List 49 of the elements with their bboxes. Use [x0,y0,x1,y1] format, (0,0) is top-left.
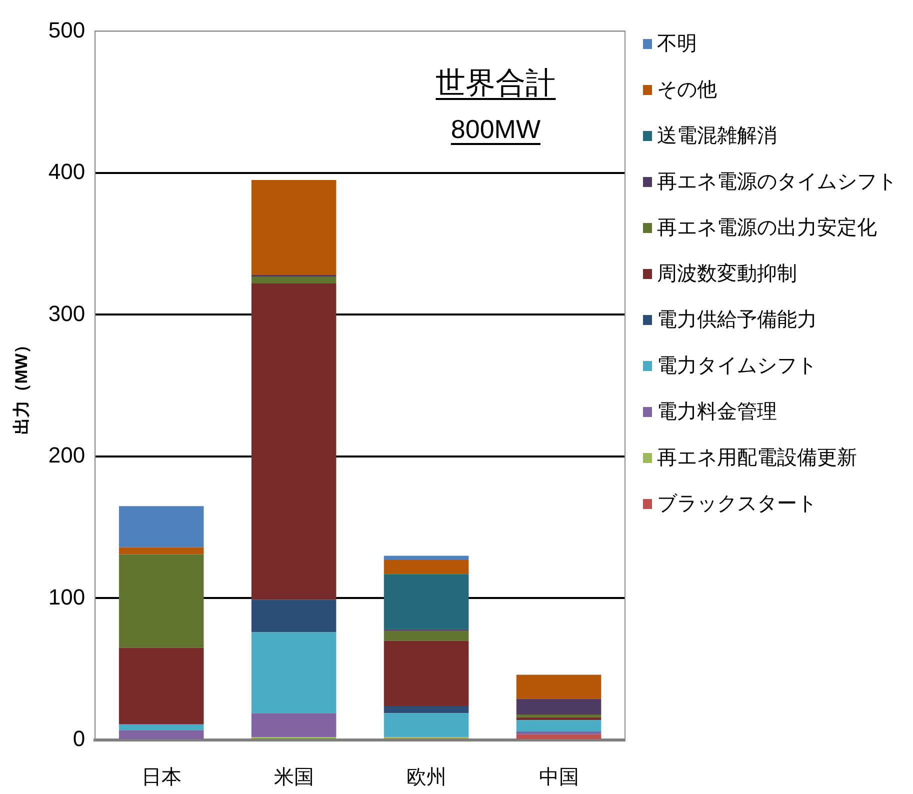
bar [516,674,602,699]
y-tick-label: 300 [48,300,86,326]
bar [118,648,204,724]
bar [251,713,336,738]
legend-label: 電力タイムシフト [657,354,817,378]
bar [516,698,602,714]
bar [118,554,204,648]
legend-label: 送電混雑解消 [657,124,777,148]
legend-label: 不明 [657,32,697,56]
bar [118,724,204,730]
bar [251,600,336,632]
bar [251,180,336,276]
x-tick-label: 米国 [274,766,314,789]
x-tick-label: 中国 [538,766,579,789]
bar [384,560,469,574]
y-axis-title: 出力（MW） [12,336,31,435]
bar [384,630,469,641]
legend-label: その他 [657,78,717,102]
y-tick-label: 500 [48,17,86,42]
bar [251,276,336,284]
annotation: 800MW [450,114,540,144]
x-tick-label: 日本 [141,766,182,789]
bar [118,506,204,548]
legend-label: ブラックスタート [657,492,817,516]
legend-label: 電力供給予備能力 [657,308,817,332]
bar [118,547,204,554]
x-tick-label: 欧州 [406,766,446,789]
bar [251,284,336,600]
bar [384,556,469,560]
legend-label: 再エネ電源のタイムシフト [657,170,897,194]
bar [516,731,602,734]
bar [384,574,469,630]
annotation: 世界合計 [436,67,556,100]
legend-label: 周波数変動抑制 [657,262,797,286]
bar [516,714,602,718]
y-tick-label: 100 [48,584,86,610]
y-tick-label: 200 [48,442,86,468]
bar [251,632,336,714]
legend-label: 再エネ用配電設備更新 [657,446,857,470]
y-tick-label: 0 [72,726,86,752]
legend-label: 再エネ電源の出力安定化 [657,216,877,240]
legend-label: 電力料金管理 [657,400,777,424]
bar [516,734,602,739]
bar [516,720,602,732]
bar [384,713,469,738]
bar [384,640,469,706]
bar [384,706,469,714]
y-tick-label: 400 [48,159,86,184]
bar [118,730,204,739]
